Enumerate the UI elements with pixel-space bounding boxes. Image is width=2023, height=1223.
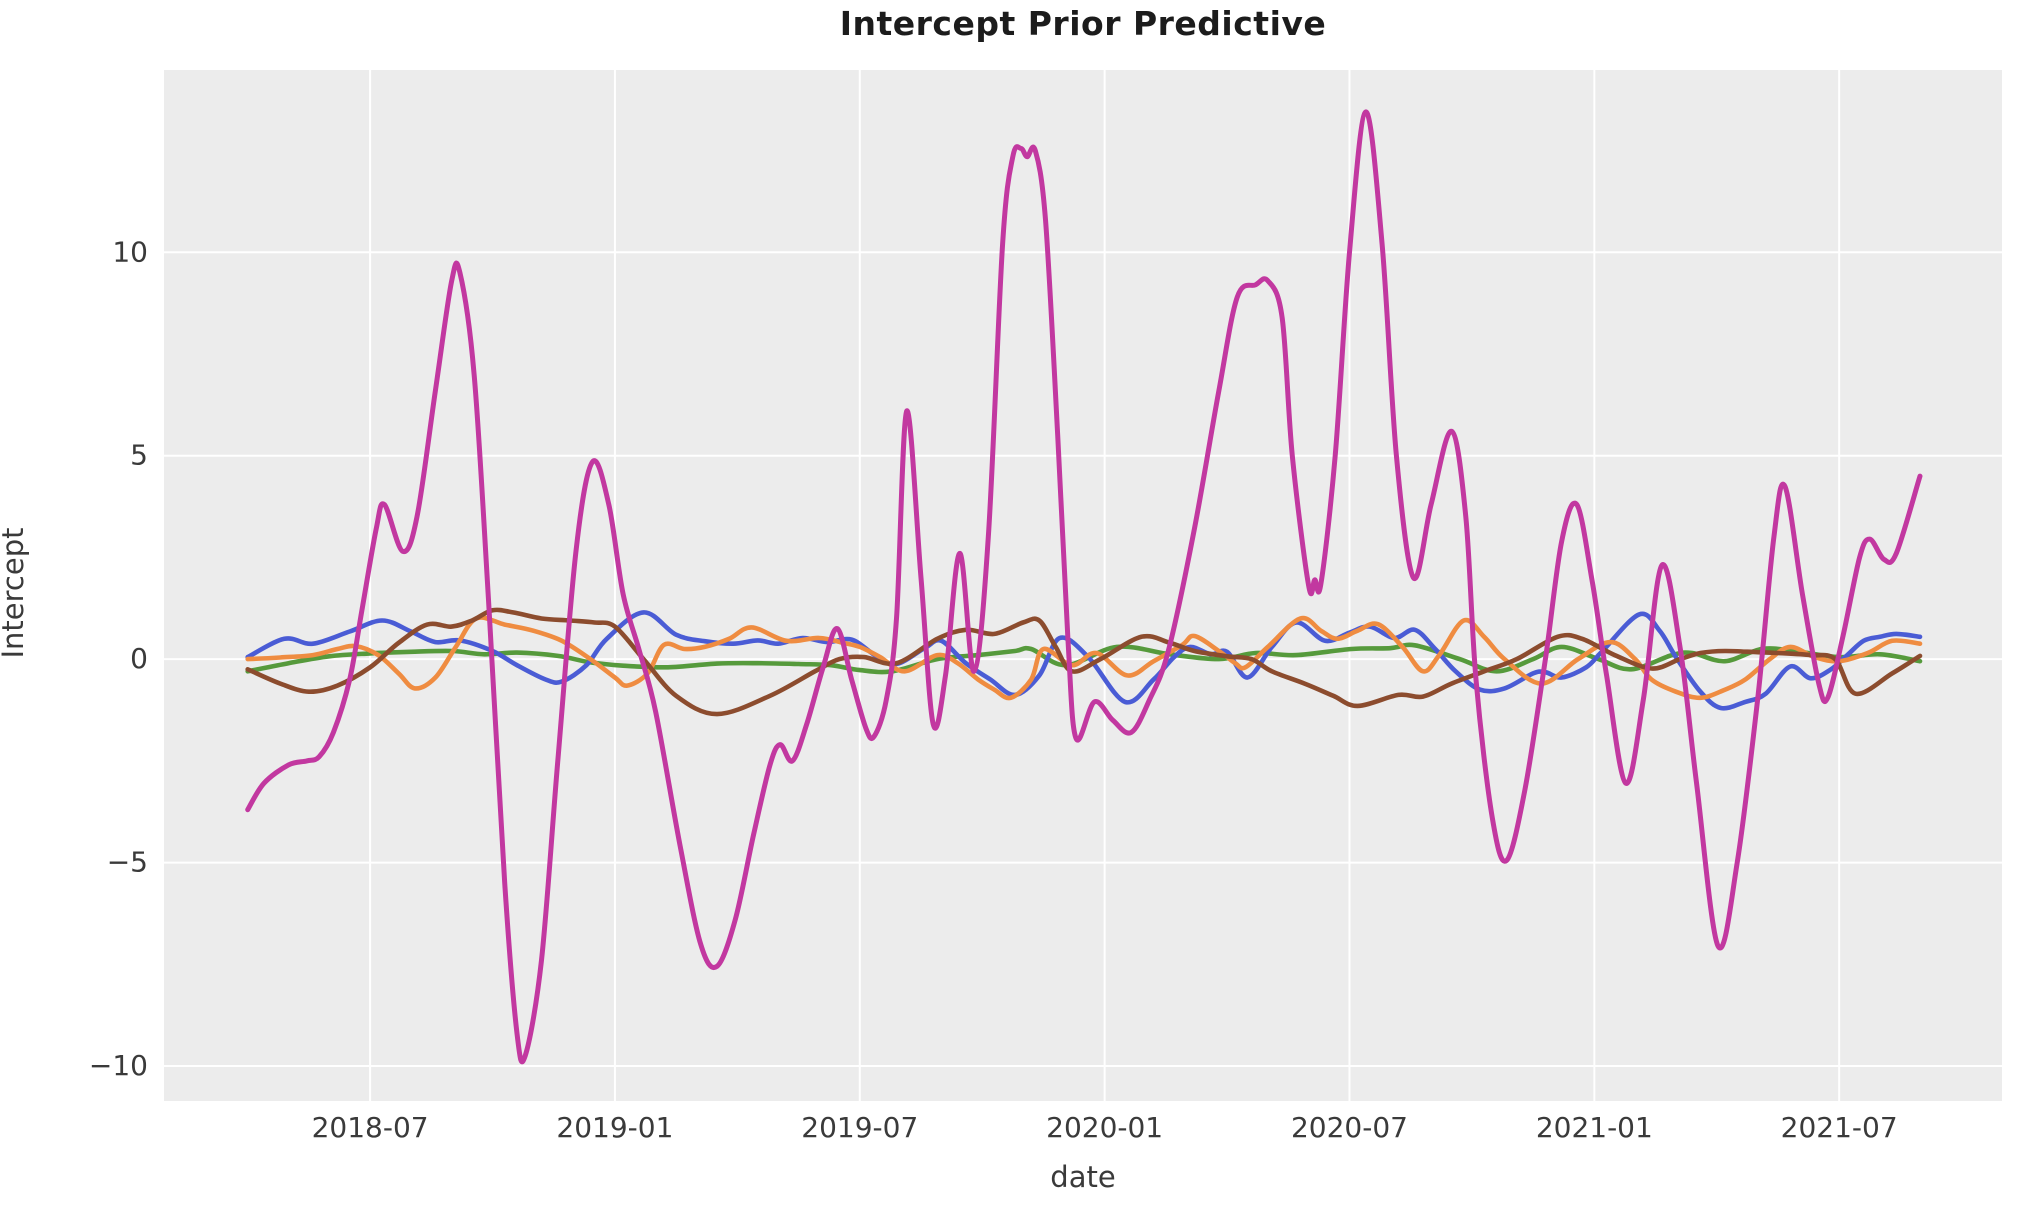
- chart-title: Intercept Prior Predictive: [839, 4, 1327, 43]
- x-tick-label-2019-01: 2019-01: [556, 1111, 673, 1144]
- y-axis-label: Intercept: [0, 527, 30, 659]
- x-tick-label-2020-01: 2020-01: [1046, 1111, 1163, 1144]
- x-tick-label-2019-07: 2019-07: [801, 1111, 918, 1144]
- plot-background: [164, 70, 2002, 1101]
- x-axis-label: date: [1050, 1160, 1116, 1194]
- x-tick-label-2021-07: 2021-07: [1781, 1111, 1898, 1144]
- y-tick-label-−10: −10: [89, 1049, 148, 1082]
- y-tick-label-10: 10: [112, 235, 148, 268]
- series-line-prior-draw-magenta: [245, 109, 1923, 1065]
- y-tick-label-5: 5: [130, 439, 148, 472]
- x-tick-label-2021-01: 2021-01: [1536, 1111, 1653, 1144]
- series-line-prior-draw-orange: [245, 615, 1923, 701]
- y-tick-label-0: 0: [130, 642, 148, 675]
- x-tick-label-2018-07: 2018-07: [312, 1111, 429, 1144]
- x-tick-label-2020-07: 2020-07: [1291, 1111, 1408, 1144]
- y-tick-label-−5: −5: [107, 846, 148, 879]
